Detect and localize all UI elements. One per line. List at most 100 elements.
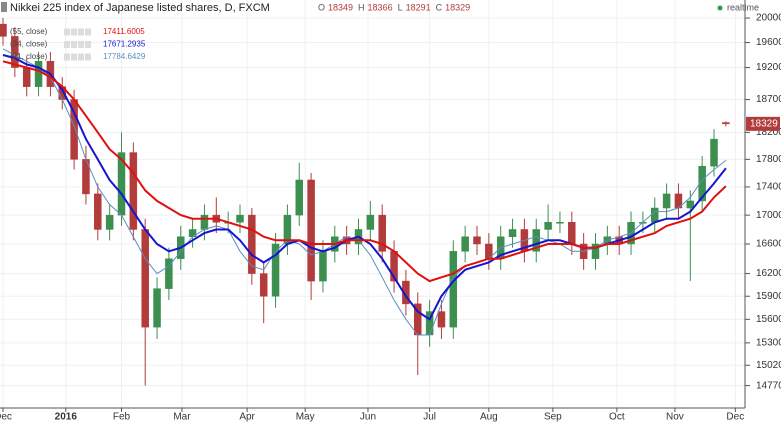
ohlc-value: 18291 <box>406 2 431 12</box>
ohlc-label: O <box>318 2 325 12</box>
y-tick-label: 16600 <box>756 239 781 250</box>
ohlc-label: L <box>398 2 403 12</box>
legend-button <box>71 53 77 61</box>
candle-body <box>295 179 303 216</box>
legend-button <box>85 53 91 61</box>
candle-body <box>319 251 327 282</box>
candle-body <box>259 273 268 297</box>
legend-button <box>64 53 70 61</box>
plot <box>0 18 730 386</box>
candle-body <box>11 36 19 68</box>
legend-value: 17784.6429 <box>103 52 146 61</box>
y-tick-label: 20000 <box>756 13 781 24</box>
chart-title: Nikkei 225 index of Japanese listed shar… <box>10 2 270 14</box>
x-tick-label: Jul <box>423 412 436 423</box>
candle-body <box>200 214 209 230</box>
candle-body <box>437 311 446 328</box>
candle-body <box>473 236 481 245</box>
candle-body <box>544 222 552 230</box>
legend-button <box>64 41 70 48</box>
price-tag-label: 18329 <box>750 118 778 129</box>
x-tick-label: Dec <box>726 412 744 423</box>
legend-button <box>64 28 70 36</box>
candle-body <box>651 207 659 223</box>
candle-body <box>556 222 564 224</box>
candle-body <box>402 280 410 305</box>
x-tick-label: Mar <box>173 412 191 423</box>
moving-average-line <box>2 48 727 336</box>
legend-button <box>85 28 91 36</box>
x-tick-label: Apr <box>239 412 255 423</box>
candle-body <box>366 214 375 230</box>
legend-button <box>78 28 84 36</box>
candle-body <box>568 222 576 245</box>
y-tick-label: 17000 <box>756 210 781 221</box>
y-tick-label: 16200 <box>756 268 781 279</box>
x-tick-label: Feb <box>113 412 131 423</box>
x-tick-label: 2016 <box>55 412 78 423</box>
y-tick-label: 19600 <box>756 37 781 48</box>
price-tag <box>746 116 780 131</box>
y-tick-label: 18200 <box>756 127 781 138</box>
x-tick-label: Jun <box>360 412 376 423</box>
legend-name: (21, close) <box>10 52 48 61</box>
candle-body <box>307 179 315 282</box>
candle-body <box>686 200 695 209</box>
legend-value: 17671.2935 <box>103 40 146 49</box>
status-dot <box>717 5 723 11</box>
x-tick-label: Oct <box>609 412 625 423</box>
ohlc-label: C <box>436 2 443 12</box>
y-tick-label: 17800 <box>756 154 781 165</box>
candle-body <box>141 229 149 328</box>
candle-body <box>105 214 114 230</box>
candle-body <box>34 61 43 87</box>
ohlc-label: H <box>358 2 365 12</box>
candle-body <box>461 236 469 252</box>
y-tick-label: 15020 <box>756 360 781 371</box>
ohlc-value: 18329 <box>445 2 470 12</box>
candle-body <box>153 288 161 328</box>
legend-button <box>71 41 77 48</box>
legend-name: (55, close) <box>10 27 48 36</box>
legend: Nikkei 225 index of Japanese listed shar… <box>1 2 759 61</box>
candle-body <box>508 229 517 237</box>
legend-button <box>78 41 84 48</box>
legend-button <box>78 53 84 61</box>
candle-body <box>662 193 671 209</box>
legend-name: (34, close) <box>10 40 48 49</box>
icon <box>1 2 7 12</box>
x-tick-label: Sep <box>544 412 562 423</box>
candle-body <box>129 152 138 230</box>
candle-body <box>165 258 173 289</box>
y-tick-label: 19200 <box>756 62 781 73</box>
legend-value: 17411.6005 <box>103 27 145 36</box>
legend-button <box>85 41 91 48</box>
y-tick-label: 15900 <box>756 291 781 302</box>
y-tick-label: 18700 <box>756 94 781 105</box>
x-tick-label: Nov <box>666 412 684 423</box>
candle-body <box>94 193 102 230</box>
candle-body <box>722 122 730 125</box>
candle-body <box>236 214 244 223</box>
candle-body <box>591 243 600 259</box>
candle-body <box>378 214 386 252</box>
legend-button <box>71 28 77 36</box>
y-tick-label: 15600 <box>756 314 781 325</box>
candle-body <box>248 214 256 274</box>
candle-body <box>22 67 31 87</box>
status[interactable]: realtime <box>727 2 759 12</box>
candle-body <box>710 138 718 167</box>
candle-body <box>271 243 280 297</box>
ohlc-value: 18349 <box>328 2 353 12</box>
candle-body <box>698 165 706 202</box>
ohlc-value: 18366 <box>368 2 393 12</box>
moving-average-line <box>2 60 727 283</box>
x-tick-label: May <box>296 412 315 423</box>
y-tick-label: 14770 <box>756 380 781 391</box>
candle-body <box>0 23 7 37</box>
x-tick-label: Dec <box>0 412 12 423</box>
candle-body <box>532 229 540 252</box>
y-tick-label: 17400 <box>756 182 781 193</box>
candle-body <box>449 251 458 328</box>
